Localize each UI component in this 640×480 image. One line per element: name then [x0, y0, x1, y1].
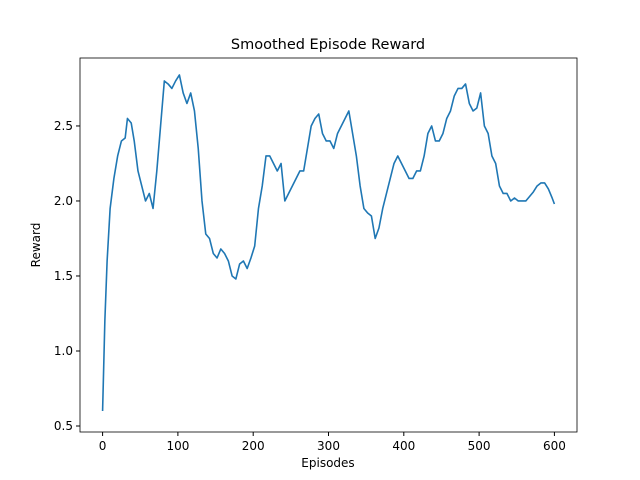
y-tick-label: 1.0	[54, 344, 73, 358]
x-tick-label: 300	[317, 439, 340, 453]
chart-title: Smoothed Episode Reward	[231, 37, 425, 53]
x-tick-label: 0	[99, 439, 107, 453]
y-tick-label: 1.5	[54, 269, 73, 283]
y-axis-label: Reward	[29, 223, 43, 268]
x-tick-label: 200	[242, 439, 265, 453]
y-tick-label: 0.5	[54, 419, 73, 433]
x-tick-label: 100	[166, 439, 189, 453]
y-tick-label: 2.0	[54, 194, 73, 208]
plot-frame	[79, 57, 578, 433]
y-tick-label: 2.5	[54, 119, 73, 133]
line	[101, 74, 556, 412]
x-tick-label: 400	[392, 439, 415, 453]
x-tick-label: 600	[543, 439, 566, 453]
x-axis-label: Episodes	[301, 456, 354, 470]
x-tick-label: 500	[468, 439, 491, 453]
